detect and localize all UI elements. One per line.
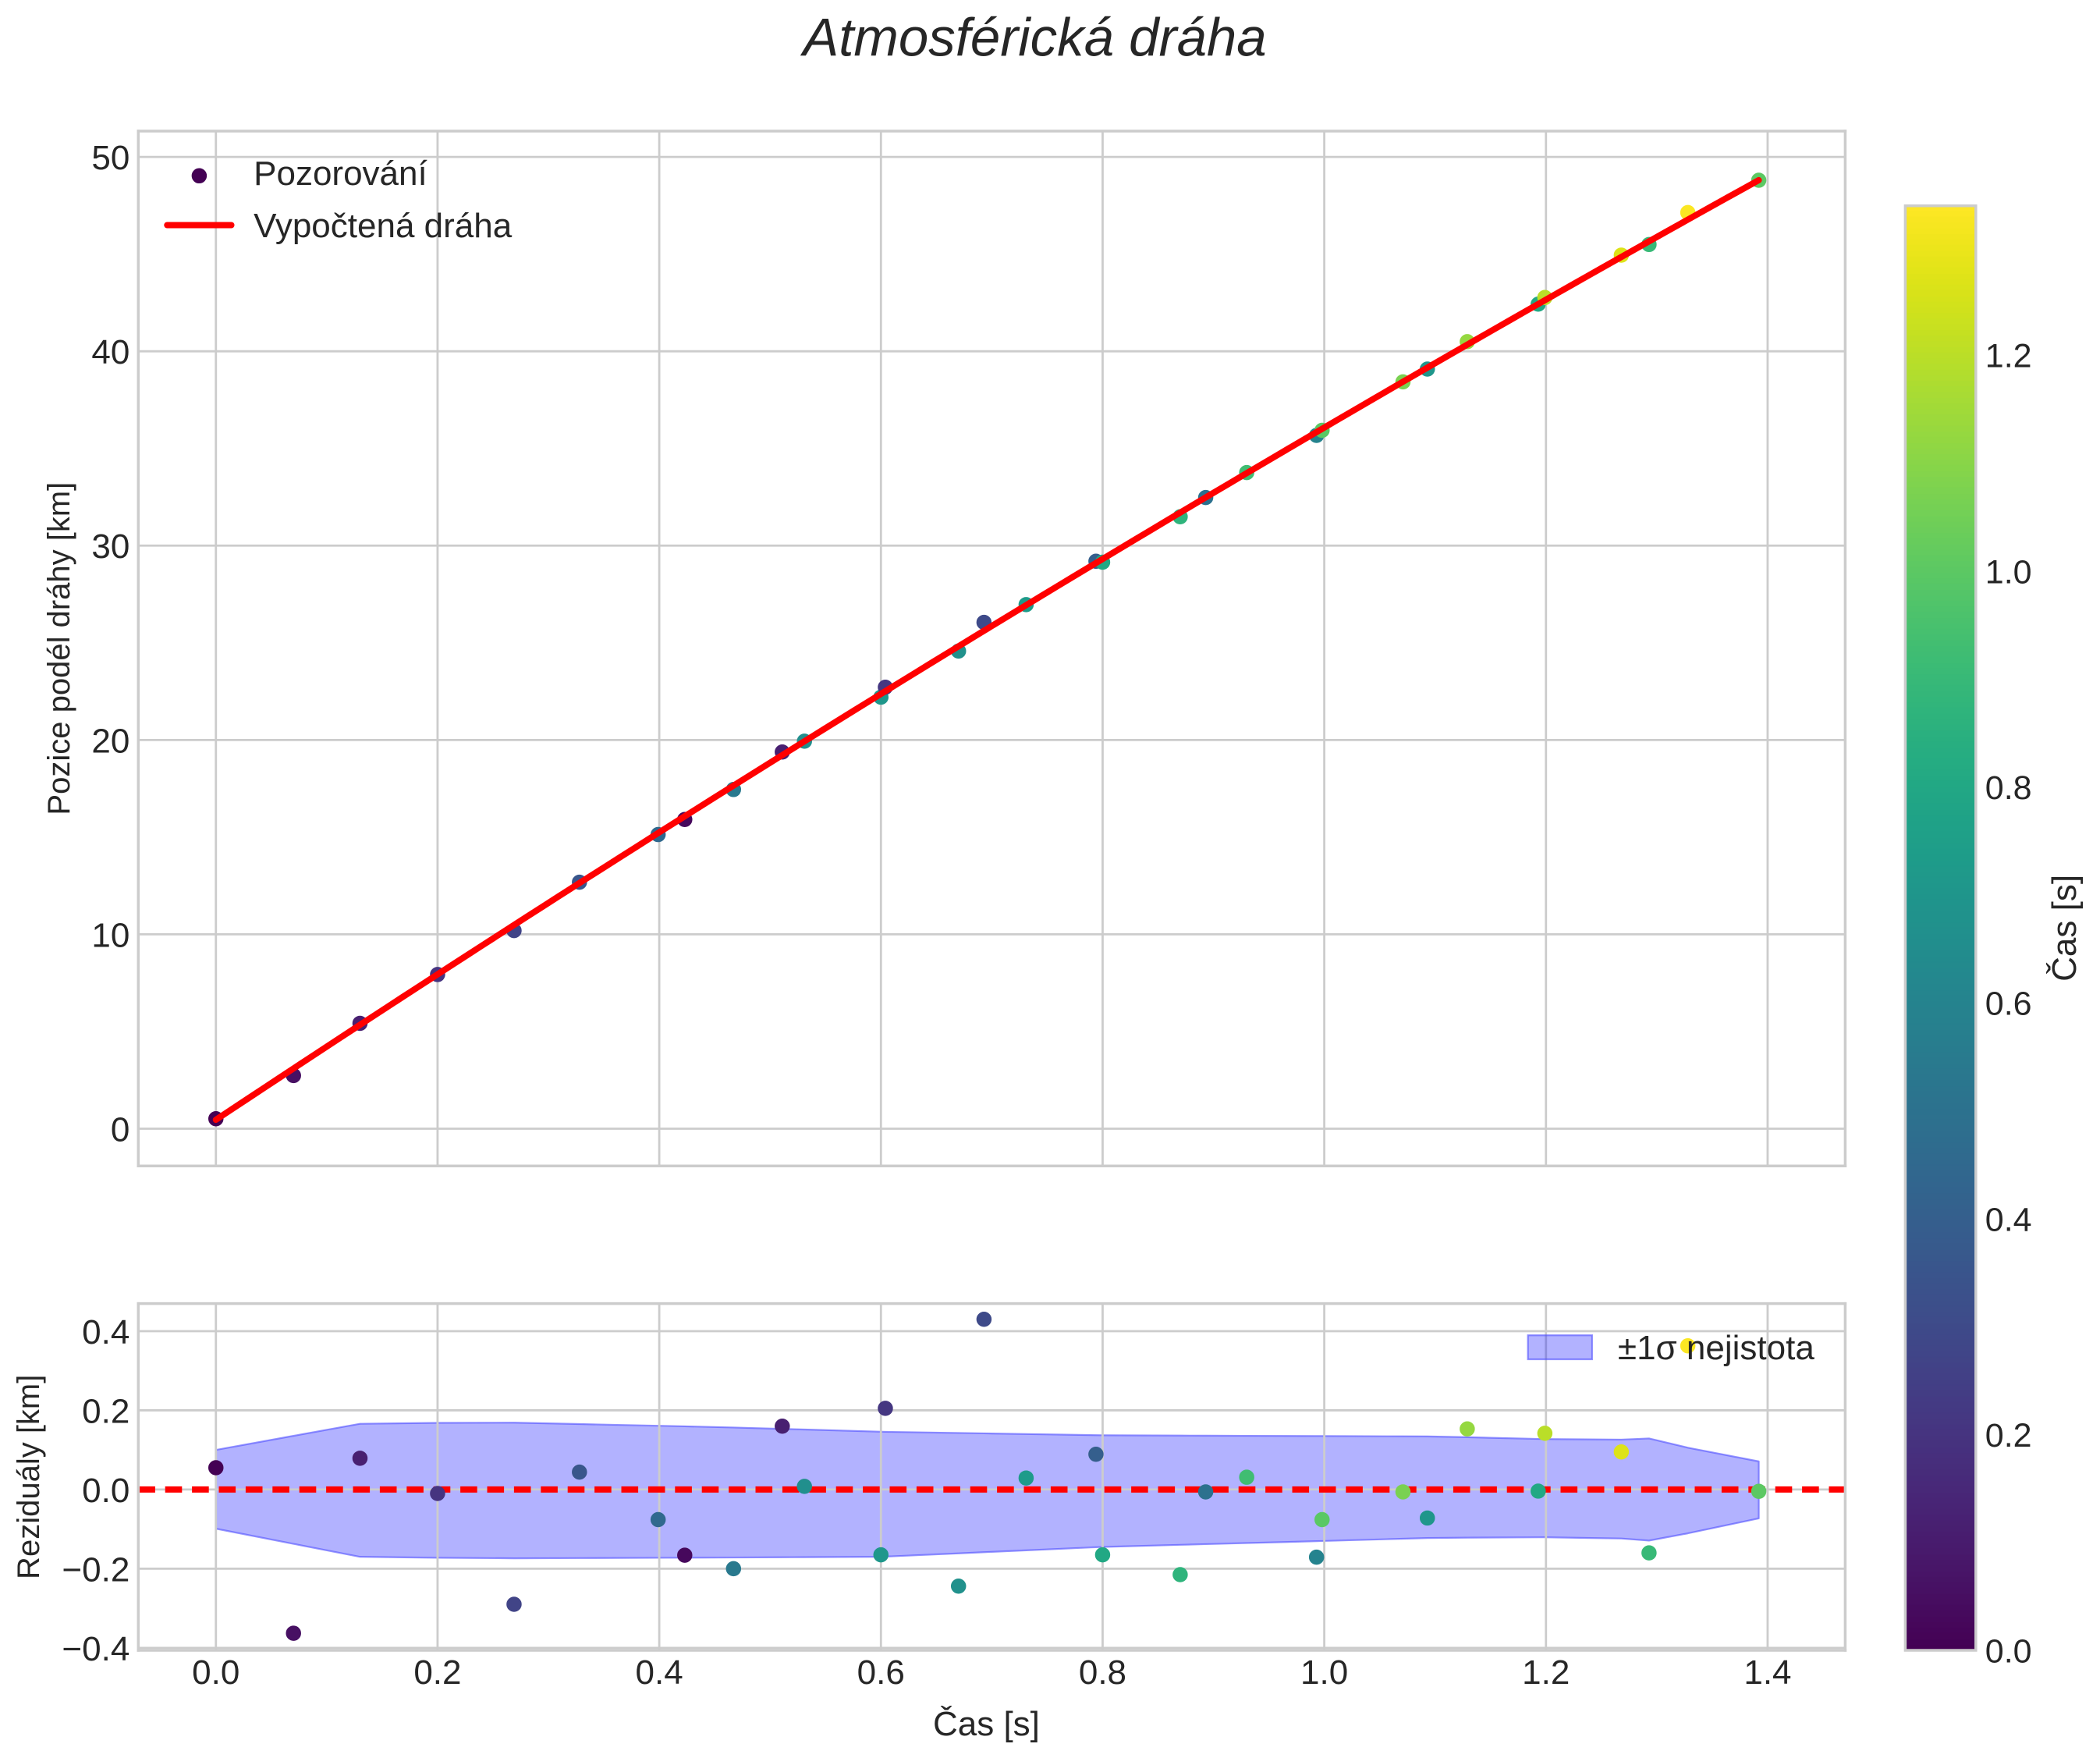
svg-text:0.6: 0.6 — [1985, 986, 2032, 1023]
svg-text:±1σ nejistota: ±1σ nejistota — [1618, 1329, 1814, 1367]
svg-text:Reziduály [km]: Reziduály [km] — [12, 1375, 46, 1579]
svg-text:1.4: 1.4 — [1743, 1653, 1791, 1692]
svg-text:30: 30 — [91, 527, 129, 566]
svg-text:0.0: 0.0 — [82, 1472, 129, 1510]
svg-text:0.6: 0.6 — [857, 1653, 905, 1692]
svg-text:0.4: 0.4 — [1985, 1201, 2032, 1238]
svg-text:−0.4: −0.4 — [62, 1630, 129, 1668]
svg-text:Vypočtená dráha: Vypočtená dráha — [254, 207, 513, 245]
svg-text:0.8: 0.8 — [1079, 1653, 1126, 1692]
svg-text:1.0: 1.0 — [1300, 1653, 1348, 1692]
svg-text:0.2: 0.2 — [1985, 1417, 2032, 1454]
svg-text:0.0: 0.0 — [192, 1653, 239, 1692]
svg-text:0.2: 0.2 — [82, 1392, 129, 1430]
svg-text:0.4: 0.4 — [636, 1653, 683, 1692]
svg-text:0: 0 — [111, 1110, 129, 1149]
svg-text:0.8: 0.8 — [1985, 769, 2032, 807]
svg-text:1.2: 1.2 — [1522, 1653, 1570, 1692]
svg-text:Čas [s]: Čas [s] — [933, 1704, 1040, 1743]
svg-text:Čas [s]: Čas [s] — [2045, 875, 2084, 982]
svg-text:1.0: 1.0 — [1985, 553, 2032, 591]
svg-text:1.2: 1.2 — [1985, 338, 2032, 375]
svg-text:0.2: 0.2 — [413, 1653, 461, 1692]
svg-text:50: 50 — [91, 139, 129, 177]
svg-text:Pozorování: Pozorování — [254, 154, 427, 193]
svg-text:−0.2: −0.2 — [62, 1550, 129, 1589]
svg-text:Atmosférická dráha: Atmosférická dráha — [800, 8, 1266, 68]
svg-text:10: 10 — [91, 916, 129, 954]
svg-text:0.4: 0.4 — [82, 1313, 129, 1351]
svg-text:40: 40 — [91, 333, 129, 371]
svg-text:Pozice podél dráhy [km]: Pozice podél dráhy [km] — [42, 482, 76, 815]
svg-text:0.0: 0.0 — [1985, 1633, 2032, 1671]
svg-text:20: 20 — [91, 722, 129, 760]
